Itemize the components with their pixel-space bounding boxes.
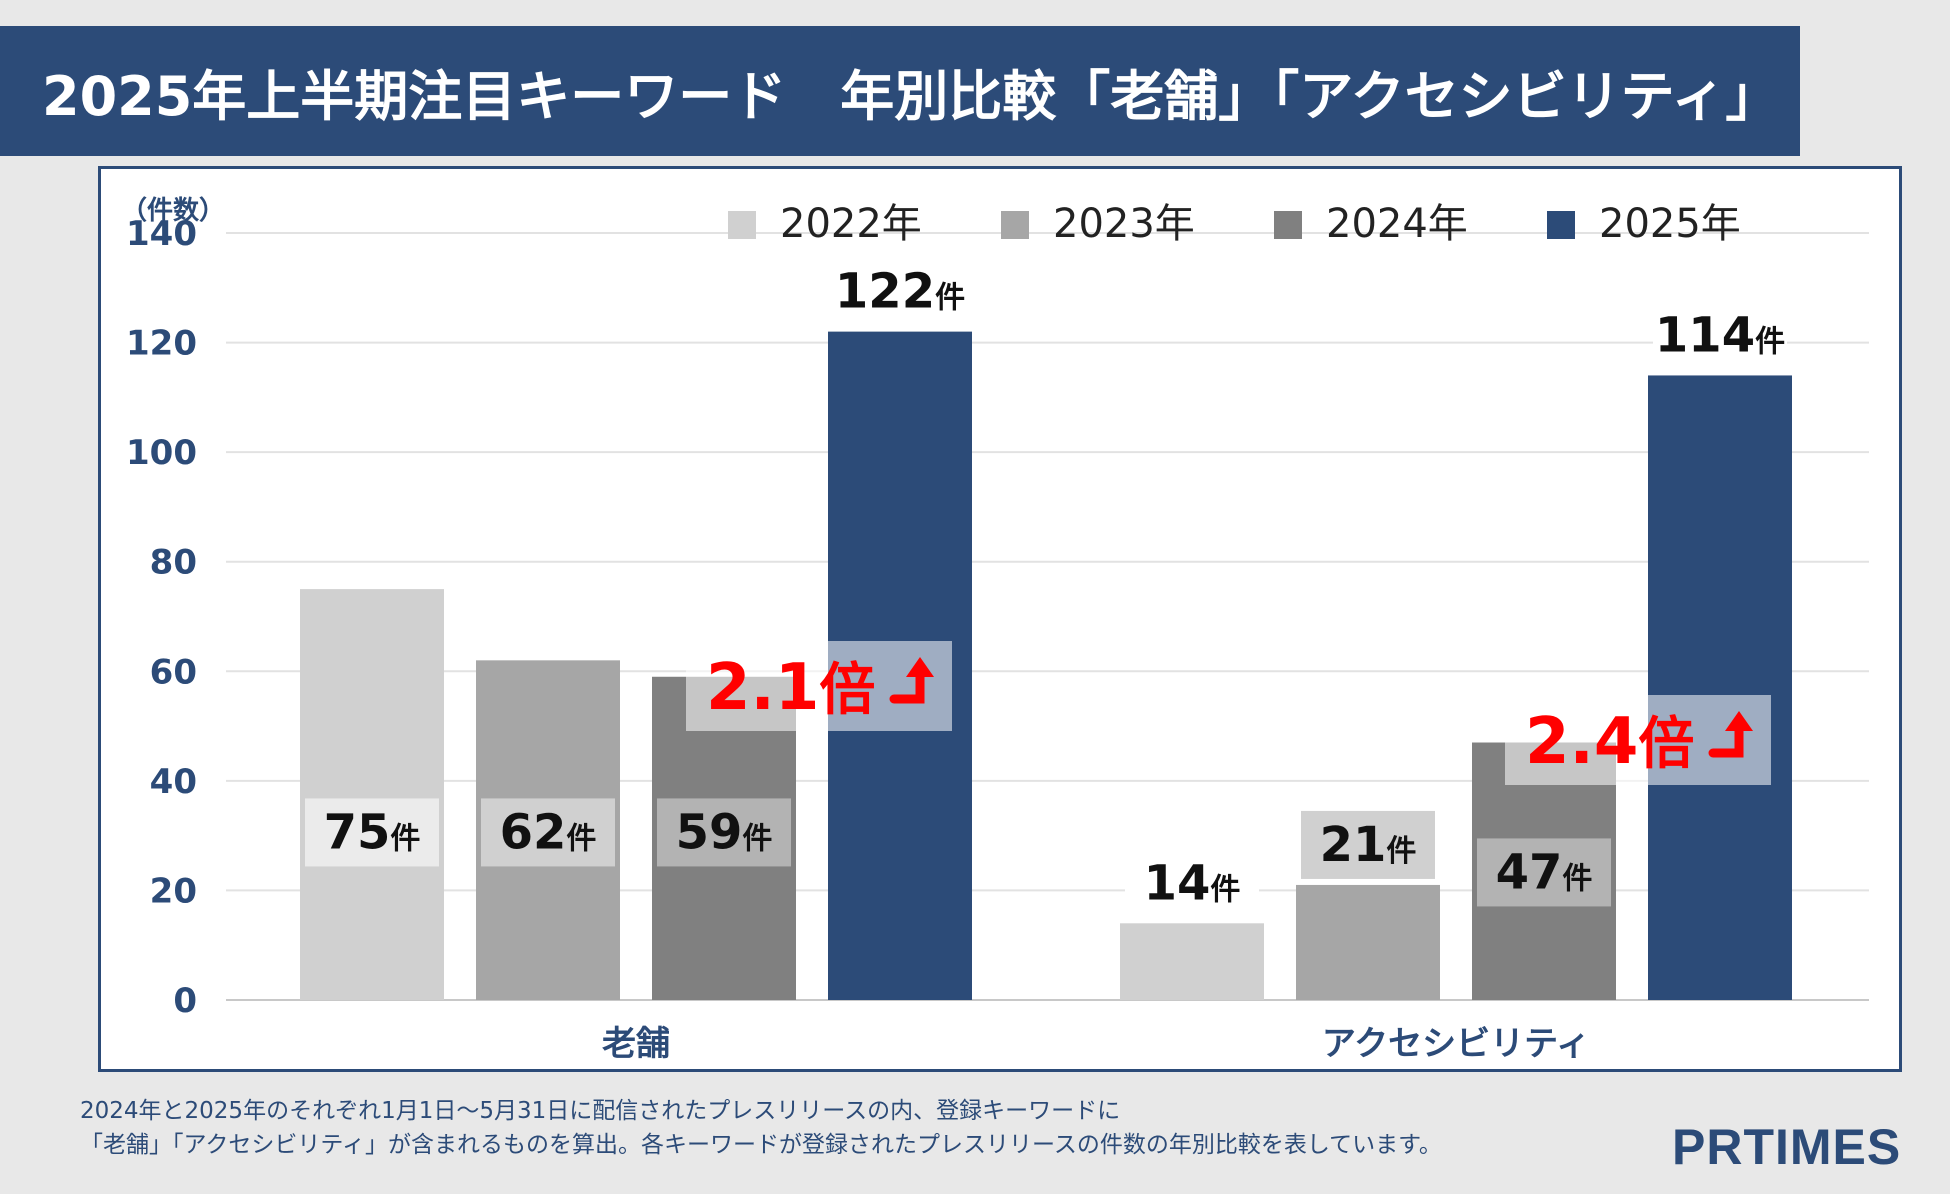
data-label-box [1125, 849, 1259, 918]
data-label-box [481, 798, 615, 867]
data-label-text: 122件 [835, 264, 965, 320]
data-label-text: 21件 [1320, 817, 1417, 873]
ratio-backdrop [686, 641, 952, 731]
chart-frame: （件数） 0 20 40 60 80 100 120 140 2022年 2023年 2024年 202… [98, 166, 1902, 1072]
prtimes-logo: PRTIMES [1672, 1119, 1902, 1175]
legend-swatch [1547, 211, 1575, 239]
page-title: 2025年上半期注目キーワード 年別比較「老舗」「アクセシビリティ」 [0, 26, 1800, 156]
bar-2022-0 [300, 589, 444, 1000]
y-tick-label: 100 [126, 433, 197, 473]
y-tick-label: 20 [150, 871, 197, 911]
bar-chart: （件数） 0 20 40 60 80 100 120 140 2022年 2023年 2024年 202… [121, 196, 1869, 1064]
footnote: 2024年と2025年のそれぞれ1月1日～5月31日に配信されたプレスリリースの… [80, 1094, 1442, 1162]
data-label-box [1301, 810, 1435, 879]
data-label-2025-1: 114件 [1653, 301, 1787, 370]
data-label-2024-0: 59件 [657, 798, 791, 867]
ratio-backdrop [1505, 695, 1771, 785]
up-arrow-head-icon [1725, 711, 1753, 731]
data-label-text: 59件 [676, 804, 773, 860]
up-arrow-icon [889, 664, 925, 704]
up-arrow-icon [1708, 718, 1744, 758]
legend-swatch [728, 211, 756, 239]
legend-label: 2023年 [1053, 201, 1195, 247]
bar-2022-1 [1120, 923, 1264, 1000]
data-label-text: 75件 [324, 804, 421, 860]
data-label-box [1477, 838, 1611, 907]
ratio-annotation: 2.1倍 [706, 651, 875, 725]
data-label-2023-0: 62件 [481, 798, 615, 867]
ratio-annotation: 2.4倍 [1525, 705, 1694, 779]
footnote-line-2: 「老舗」「アクセシビリティ」が含まれるものを算出。各キーワードが登録されたプレス… [80, 1132, 1442, 1158]
data-label-text: 62件 [500, 804, 597, 860]
data-label-2023-1: 21件 [1301, 810, 1435, 879]
data-label-text: 114件 [1655, 307, 1785, 363]
y-tick-label: 80 [150, 543, 197, 583]
data-label-box [833, 257, 967, 326]
data-label-box [657, 798, 791, 867]
footnote-line-1: 2024年と2025年のそれぞれ1月1日～5月31日に配信されたプレスリリースの… [80, 1098, 1121, 1124]
y-tick-label: 140 [126, 214, 197, 254]
legend-label: 2024年 [1326, 201, 1468, 247]
legend-swatch [1274, 211, 1302, 239]
x-category-label: アクセシビリティ [1322, 1024, 1590, 1064]
legend-label: 2025年 [1599, 201, 1741, 247]
y-tick-label: 0 [173, 981, 197, 1021]
bar-2025-1 [1648, 375, 1792, 1000]
title-text: 2025年上半期注目キーワード 年別比較「老舗」「アクセシビリティ」 [42, 64, 1780, 128]
data-label-text: 47件 [1496, 844, 1593, 900]
data-label-2024-1: 47件 [1477, 838, 1611, 907]
data-label-box [305, 798, 439, 867]
data-label-2022-1: 14件 [1125, 849, 1259, 918]
data-label-box [1653, 301, 1787, 370]
y-tick-label: 120 [126, 324, 197, 364]
legend-swatch [1001, 211, 1029, 239]
x-category-label: 老舗 [602, 1024, 670, 1064]
data-label-text: 14件 [1144, 855, 1241, 911]
bar-2023-1 [1296, 884, 1440, 1000]
y-tick-label: 40 [150, 762, 197, 802]
legend-label: 2022年 [780, 201, 922, 247]
data-label-2022-0: 75件 [305, 798, 439, 867]
data-label-2025-0: 122件 [833, 257, 967, 326]
up-arrow-head-icon [906, 657, 934, 677]
y-tick-label: 60 [150, 652, 197, 692]
y-axis-label: （件数） [121, 196, 225, 226]
